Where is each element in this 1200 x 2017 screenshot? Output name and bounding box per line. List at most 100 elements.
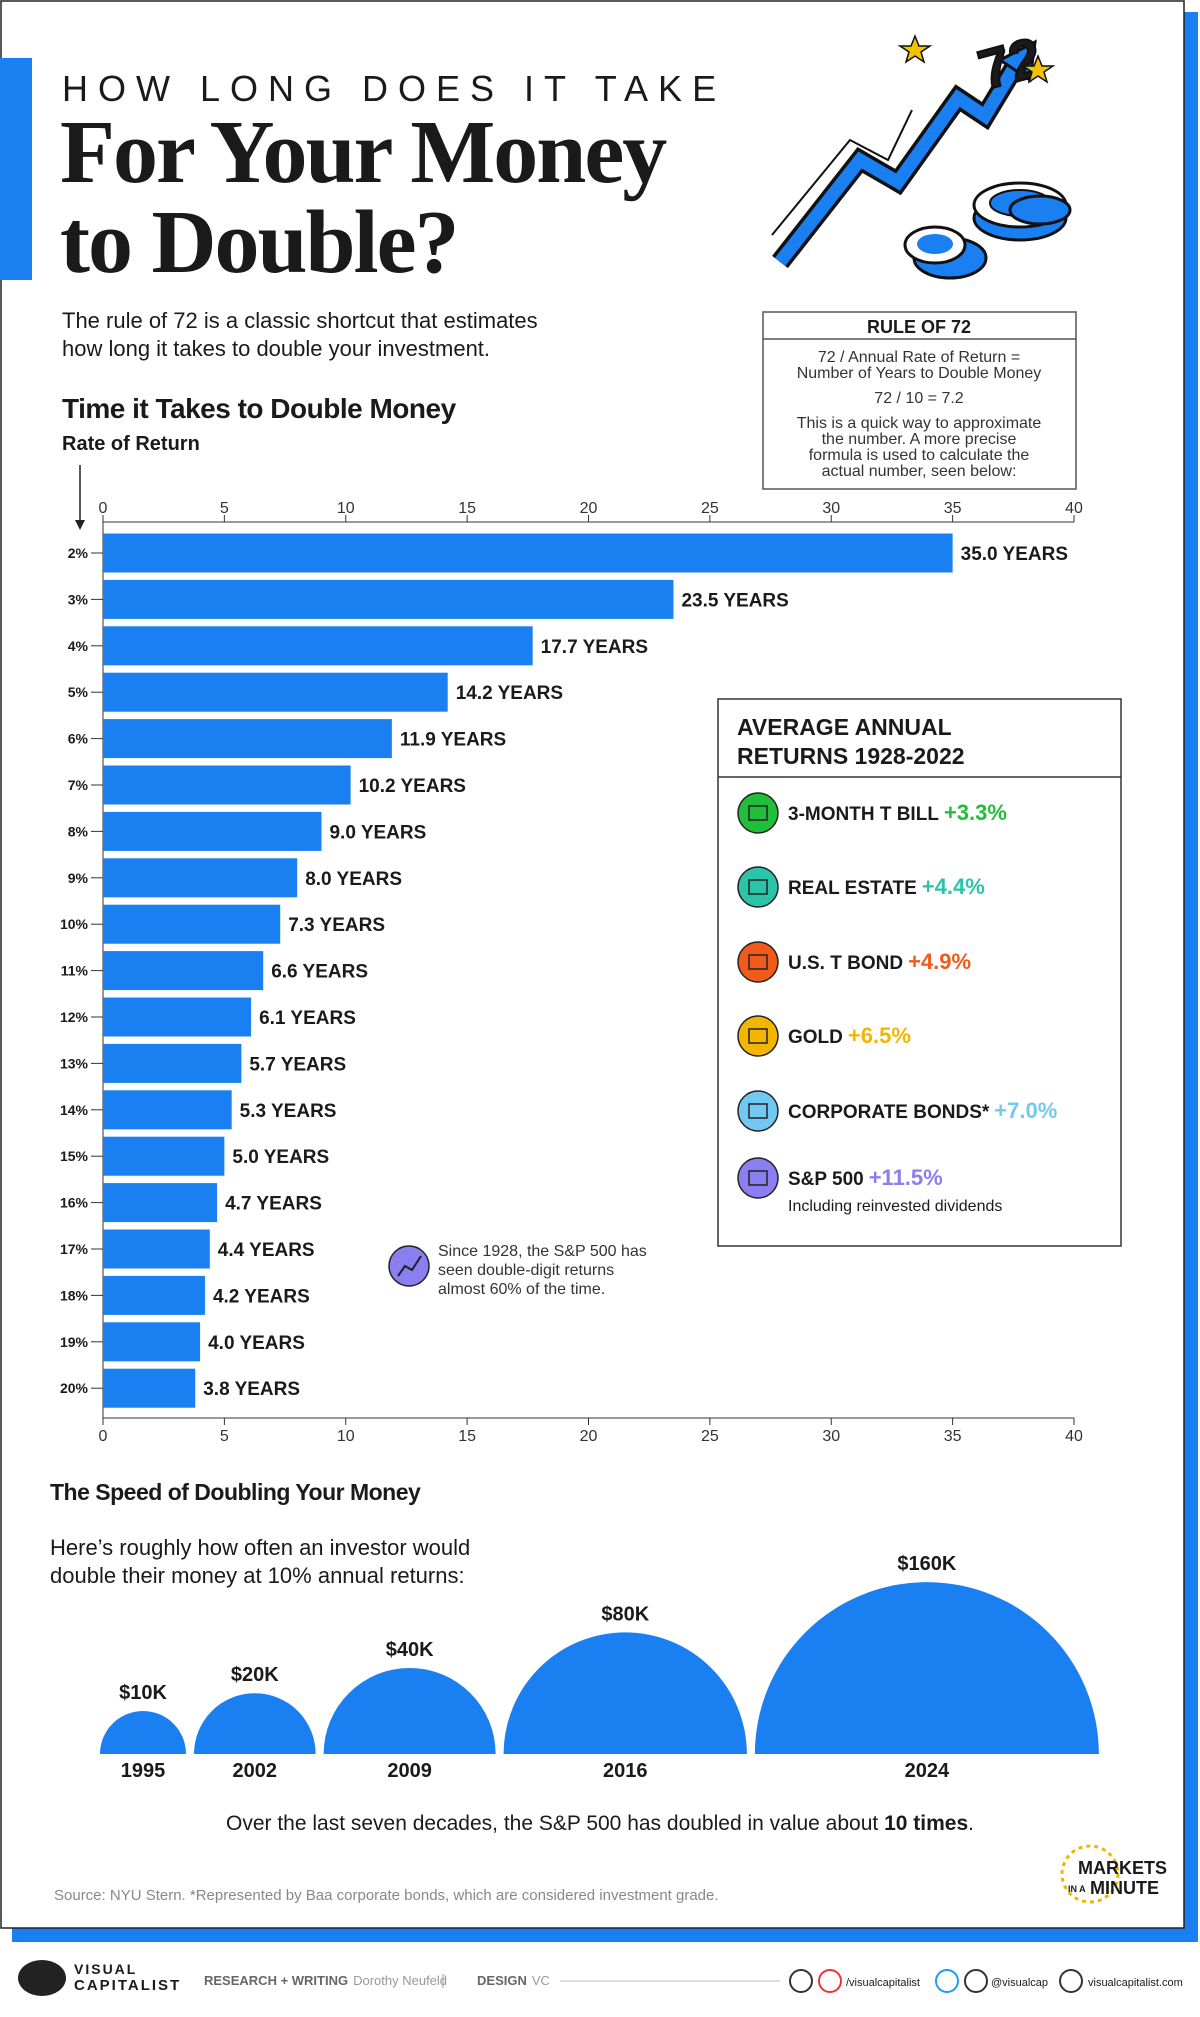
x-tick-label: 40	[1065, 500, 1083, 517]
bar	[103, 579, 674, 619]
rule-box-title: RULE OF 72	[867, 317, 971, 337]
y-tick-label: 10%	[60, 916, 89, 932]
asset-return: +6.5%	[848, 1023, 911, 1048]
bar	[103, 1229, 210, 1269]
bar-label: 5.0 YEARS	[232, 1147, 329, 1168]
category-label: 1995	[121, 1760, 166, 1782]
y-tick-label: 11%	[61, 963, 89, 979]
bar-label: 35.0 YEARS	[961, 544, 1068, 565]
bar-label: 9.0 YEARS	[329, 822, 426, 843]
coin	[1008, 194, 1072, 226]
asset-name: U.S. T BOND	[788, 953, 903, 974]
rule-box-line: Number of Years to Double Money	[797, 365, 1042, 382]
value-label: $20K	[231, 1664, 279, 1686]
asset-name: GOLD	[788, 1027, 843, 1048]
value-label: $10K	[119, 1682, 167, 1704]
asset-return: +7.0%	[994, 1098, 1057, 1123]
asset-icon	[737, 1015, 779, 1057]
semicircle	[194, 1693, 316, 1754]
bar	[103, 672, 448, 712]
badge-ring	[1060, 1844, 1120, 1904]
social-icon	[964, 1969, 988, 1993]
bar-label: 17.7 YEARS	[541, 637, 648, 658]
asset-row: REAL ESTATE +4.4%	[788, 874, 985, 899]
logo-mark	[18, 1960, 66, 1996]
bar	[103, 719, 392, 759]
y-tick-label: 2%	[68, 545, 89, 561]
semicircle	[503, 1632, 747, 1754]
rule-box-line: 72 / Annual Rate of Return =	[818, 349, 1020, 366]
asset-icon	[737, 1157, 779, 1199]
footnote-part: 10 times	[884, 1812, 968, 1835]
rule-box-line: This is a quick way to approximate	[797, 415, 1042, 432]
y-tick-label: 13%	[60, 1055, 89, 1071]
asset-row: 3-MONTH T BILL +3.3%	[788, 800, 1007, 825]
x-tick-label: 15	[458, 500, 476, 517]
x-tick-label: 30	[822, 500, 840, 517]
x-tick-label: 5	[220, 500, 229, 517]
panel-title: RETURNS 1928-2022	[737, 743, 965, 769]
bar-label: 4.2 YEARS	[213, 1286, 310, 1307]
x-tick-label: 15	[458, 1428, 476, 1445]
bar	[103, 1322, 201, 1362]
bar	[103, 1043, 242, 1083]
accent-bar	[0, 58, 32, 280]
rule-box-line: the number. A more precise	[822, 431, 1017, 448]
social-icon	[789, 1969, 813, 1993]
rule-box-line: actual number, seen below:	[822, 463, 1017, 480]
x-tick-label: 0	[99, 500, 108, 517]
bar-label: 4.4 YEARS	[218, 1240, 315, 1261]
bar-label: 5.7 YEARS	[249, 1054, 346, 1075]
badge: MARKETS IN A MINUTE	[1060, 1844, 1167, 1904]
arrow-line	[771, 109, 913, 236]
asset-row: CORPORATE BONDS* +7.0%	[788, 1098, 1057, 1123]
asset-icon-glyph	[748, 1028, 768, 1044]
social-icon	[1059, 1969, 1083, 1993]
rule-box-line: 72 / 10 = 7.2	[874, 390, 964, 407]
bar	[103, 1136, 225, 1176]
x-tick-label: 20	[580, 1428, 598, 1445]
bar	[103, 1275, 205, 1315]
annotation-icon-line	[397, 1255, 422, 1277]
bar-label: 23.5 YEARS	[681, 590, 788, 611]
category-label: 2002	[233, 1760, 278, 1782]
social-icon	[818, 1969, 842, 1993]
credit-role: RESEARCH + WRITING	[204, 1973, 348, 1988]
arrow-head	[997, 39, 1037, 83]
bar-label: 6.6 YEARS	[271, 962, 368, 983]
bar-label: 7.3 YEARS	[288, 915, 385, 936]
y-tick-label: 18%	[60, 1287, 89, 1303]
asset-icon	[737, 941, 779, 983]
asset-name: S&P 500	[788, 1169, 864, 1190]
credit-name: VC	[532, 1973, 550, 1988]
arrow	[774, 54, 1026, 267]
bar	[103, 951, 264, 991]
x-tick-label: 25	[701, 500, 719, 517]
logo-text: VISUAL	[74, 1961, 137, 1977]
title: For Your Money	[60, 103, 667, 202]
asset-row: S&P 500 +11.5%	[788, 1165, 943, 1190]
bar-chart: 0 0 5 5 10 10 15 15 20 20 25 25 30 30 35 35 40 40 2% 35.0 Y…	[60, 500, 1083, 1445]
category-label: 2009	[387, 1760, 432, 1782]
asset-note: Including reinvested dividends	[788, 1198, 1002, 1215]
pointer-arrow-head	[75, 520, 85, 530]
panel-title: AVERAGE ANNUAL	[737, 714, 952, 740]
social: visualcapitalist.com	[1088, 1977, 1183, 1989]
asset-name: CORPORATE BONDS*	[788, 1102, 990, 1123]
asset-return: +3.3%	[944, 800, 1007, 825]
title: to Double?	[60, 193, 458, 292]
social-icon	[935, 1969, 959, 1993]
bar	[103, 997, 252, 1037]
annotation-icon	[388, 1245, 430, 1287]
asset-icon-glyph	[748, 1103, 768, 1119]
category-label: 2016	[603, 1760, 648, 1782]
x-tick-label: 25	[701, 1428, 719, 1445]
x-tick-label: 30	[822, 1428, 840, 1445]
bar	[103, 904, 281, 944]
axis-label: Rate of Return	[62, 433, 200, 455]
y-tick-label: 19%	[60, 1334, 89, 1350]
category-label: 2024	[905, 1760, 950, 1782]
annotation-text: seen double-digit returns	[438, 1262, 614, 1279]
y-tick-label: 20%	[60, 1380, 89, 1396]
